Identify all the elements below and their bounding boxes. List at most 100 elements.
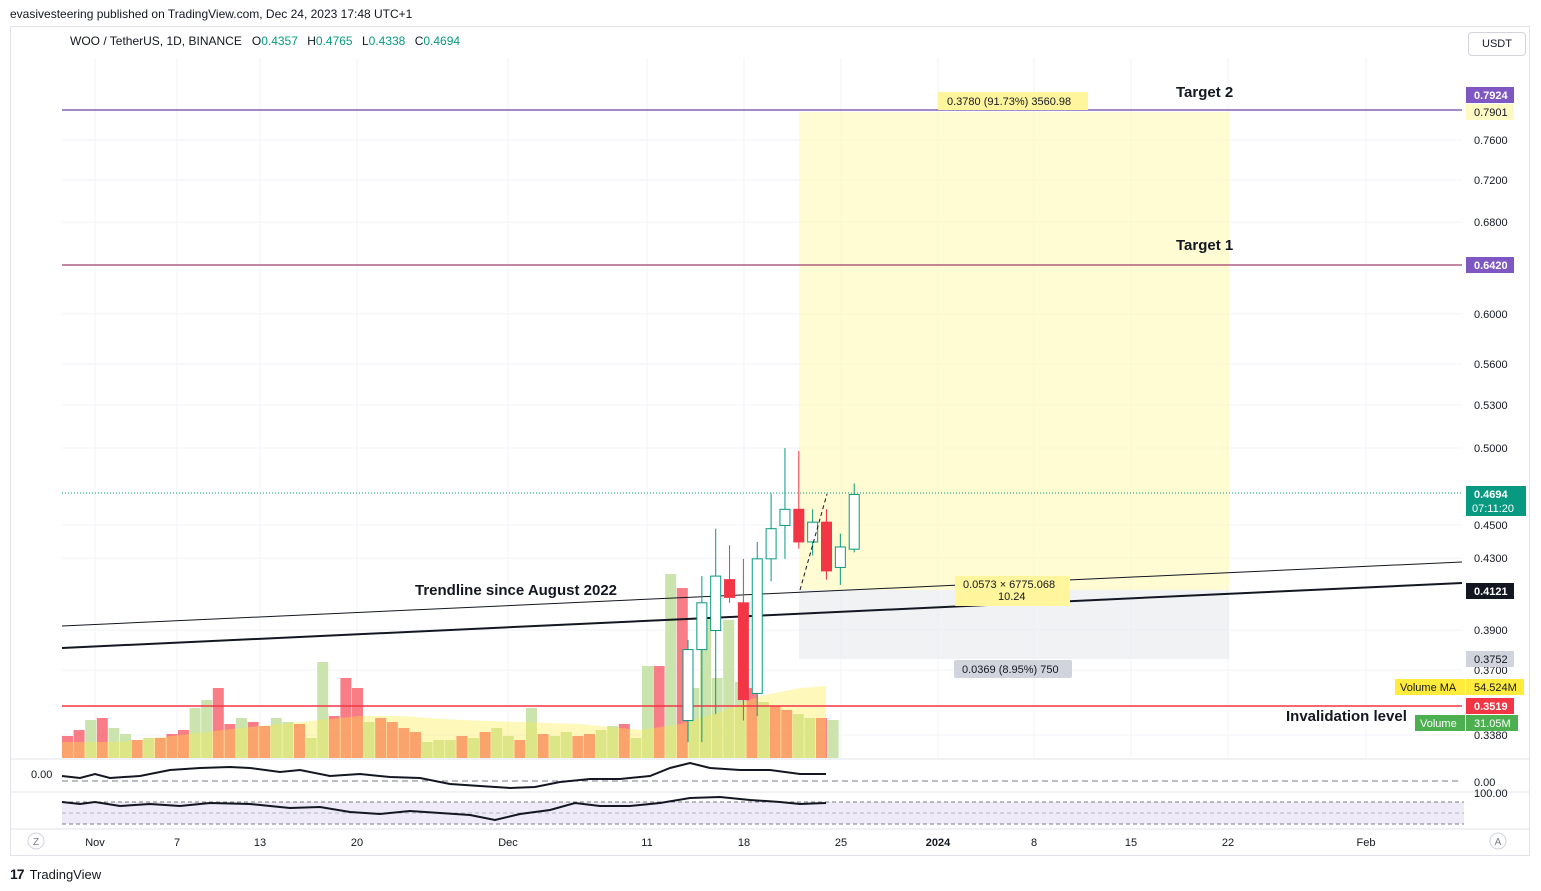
volume-bar <box>421 742 433 758</box>
x-tick: 13 <box>254 837 266 849</box>
volume-label: Volume <box>1420 718 1457 730</box>
volume-bar <box>734 682 746 758</box>
volume-bar <box>584 734 595 758</box>
volume-bar <box>607 726 619 758</box>
volume-bar <box>398 728 410 758</box>
volume-bar <box>433 740 445 758</box>
volume-bar <box>212 688 224 758</box>
candle <box>710 528 722 715</box>
price-label-last: 0.4694 <box>1474 489 1509 501</box>
volume-bar <box>259 726 271 758</box>
target-2-label: Target 2 <box>1176 84 1233 101</box>
volume-bar <box>444 740 456 758</box>
volume-bar <box>700 618 711 758</box>
volume-bar <box>340 678 352 758</box>
price-label-invalidation: 0.3519 <box>1474 701 1508 713</box>
low-value: 0.4338 <box>368 34 406 48</box>
volume-bar <box>305 738 317 758</box>
y-tick: 0.4300 <box>1474 553 1508 565</box>
zoom-button[interactable]: Z <box>27 832 45 850</box>
currency-button[interactable]: USDT <box>1468 32 1526 56</box>
price-axis[interactable]: 0.7600 0.7200 0.6800 0.6000 0.5600 0.530… <box>1474 135 1508 742</box>
target-stats: 0.3780 (91.73%) 3560.98 <box>947 96 1071 108</box>
x-tick: 20 <box>351 837 363 849</box>
svg-text:A: A <box>1495 837 1502 848</box>
price-label-trendline: 0.4121 <box>1474 586 1508 598</box>
volume-bar <box>827 720 839 758</box>
target-stats-box <box>938 92 1088 110</box>
candle <box>724 545 736 603</box>
volume-bar <box>758 702 769 758</box>
svg-text:Z: Z <box>33 837 39 848</box>
y-tick: 0.7600 <box>1474 135 1508 147</box>
y-tick: 0.5600 <box>1474 359 1508 371</box>
candle <box>751 541 763 717</box>
volume-bar <box>328 716 340 758</box>
volume-bar <box>143 738 155 758</box>
time-axis[interactable]: Nov 7 13 20 Dec 11 18 25 2024 8 15 22 Fe… <box>85 837 1375 849</box>
volume-bar <box>363 722 375 758</box>
volume-value: 31.05M <box>1474 718 1511 730</box>
osc2-line <box>61 795 827 822</box>
y-tick: 0.3700 <box>1474 665 1508 677</box>
volume-bar <box>85 720 97 758</box>
x-tick: 25 <box>835 837 847 849</box>
volume-bar <box>131 740 143 758</box>
tradingview-logo-icon: 17 <box>10 866 25 882</box>
volume-bar <box>526 708 537 758</box>
x-tick: 18 <box>738 837 750 849</box>
open-label: O <box>251 34 262 48</box>
volume-bar <box>549 736 561 758</box>
volume-bar <box>688 688 700 758</box>
close-label: C <box>414 34 424 48</box>
target-zone[interactable] <box>799 112 1229 590</box>
candle <box>821 509 832 580</box>
volume-bar <box>595 730 607 758</box>
price-label-zone-top: 0.7901 <box>1474 107 1508 119</box>
volume-bar <box>166 734 178 758</box>
volume-bar <box>317 662 329 758</box>
low-label: L <box>361 34 369 48</box>
volume-bars <box>62 574 839 758</box>
volume-bar <box>456 736 468 758</box>
volume-bar <box>653 666 665 758</box>
candles <box>682 448 860 743</box>
x-tick: 2024 <box>926 837 951 849</box>
volume-bar <box>282 722 294 758</box>
auto-scale-button[interactable]: A <box>1489 832 1507 850</box>
price-label-target2: 0.7924 <box>1474 90 1509 102</box>
volume-bar <box>572 736 584 758</box>
position-stats-1: 0.0573 × 6775.068 <box>963 579 1055 591</box>
volume-bar <box>491 728 503 758</box>
brand-name: TradingView <box>29 866 102 882</box>
y-tick: 0.6000 <box>1474 309 1508 321</box>
x-tick: Dec <box>498 837 518 849</box>
volume-bar <box>769 706 781 758</box>
volume-bar <box>514 740 526 758</box>
x-tick: 11 <box>641 837 652 849</box>
volume-bar <box>294 724 305 758</box>
trendline-label: Trendline since August 2022 <box>415 582 617 599</box>
symbol-name[interactable]: WOO / TetherUS, 1D, BINANCE <box>70 34 242 48</box>
candle <box>848 483 860 553</box>
footer-brand: 17 TradingView <box>10 866 101 882</box>
volume-bar <box>804 718 816 758</box>
osc1-right-value: 0.00 <box>1474 777 1495 789</box>
y-tick: 0.3380 <box>1474 730 1508 742</box>
y-tick: 0.7200 <box>1474 175 1508 187</box>
x-tick: 22 <box>1222 837 1234 849</box>
volume-bar <box>781 710 793 758</box>
target-1-label: Target 1 <box>1176 237 1233 254</box>
y-tick: 0.5300 <box>1474 400 1508 412</box>
symbol-legend: WOO / TetherUS, 1D, BINANCE O0.4357 H0.4… <box>70 34 466 48</box>
volume-bar <box>816 718 827 758</box>
volume-bar <box>270 718 282 758</box>
y-tick: 0.5000 <box>1474 443 1508 455</box>
volume-bar <box>642 666 653 758</box>
candle <box>737 558 749 721</box>
price-label-countdown: 07:11:20 <box>1472 503 1514 515</box>
volume-bar <box>189 708 201 758</box>
x-tick: Nov <box>85 837 105 849</box>
volume-bar <box>792 714 804 758</box>
